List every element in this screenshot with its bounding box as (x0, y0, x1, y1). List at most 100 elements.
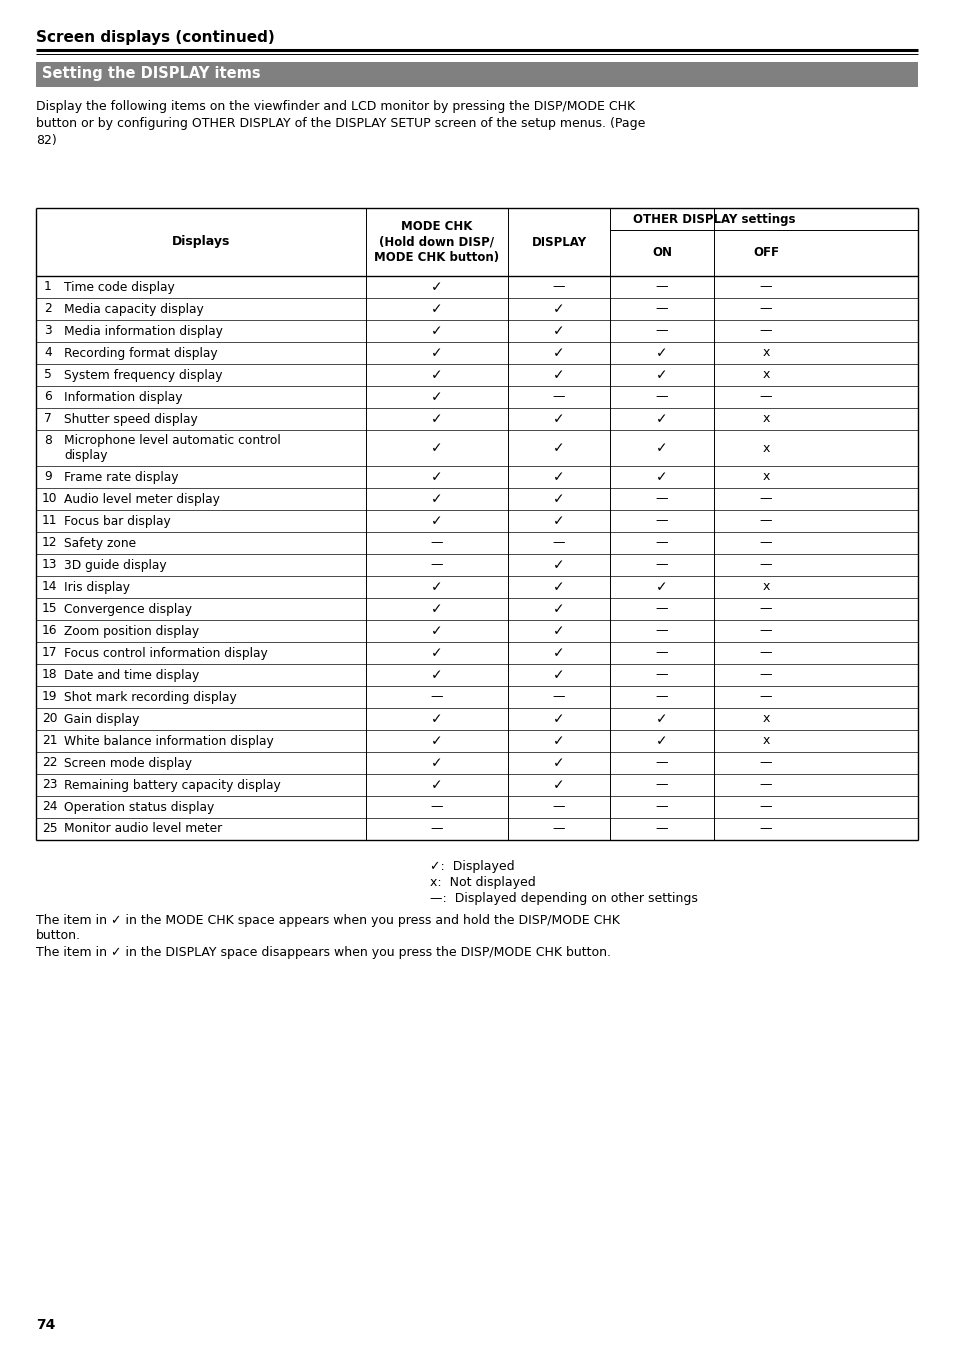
Text: Monitor audio level meter: Monitor audio level meter (64, 822, 222, 835)
Text: —: — (759, 669, 771, 681)
Text: —: — (655, 515, 667, 528)
Text: —: — (655, 646, 667, 659)
Text: 5: 5 (44, 368, 51, 382)
Text: Date and time display: Date and time display (64, 669, 199, 681)
Text: 13: 13 (42, 558, 57, 571)
Text: x: x (761, 581, 769, 593)
Text: ✓: ✓ (431, 390, 442, 403)
Text: Iris display: Iris display (64, 581, 130, 593)
Text: —: — (655, 603, 667, 616)
Text: 2: 2 (44, 302, 51, 315)
Text: 14: 14 (42, 581, 57, 593)
Text: ✓: ✓ (656, 712, 667, 726)
Text: —: — (655, 691, 667, 704)
Text: —: — (759, 603, 771, 616)
Text: —: — (552, 390, 565, 403)
Text: ✓: ✓ (553, 756, 564, 770)
Text: —: — (759, 325, 771, 337)
Text: OFF: OFF (752, 246, 779, 260)
Text: —: — (655, 280, 667, 294)
Text: Remaining battery capacity display: Remaining battery capacity display (64, 779, 280, 792)
Text: ✓: ✓ (656, 441, 667, 455)
Bar (36, 62, 917, 87)
Text: Focus control information display: Focus control information display (64, 646, 268, 659)
Text: ✓: ✓ (431, 302, 442, 315)
Text: 8: 8 (44, 435, 51, 447)
Text: —: — (759, 822, 771, 835)
Text: ✓: ✓ (553, 624, 564, 638)
Text: Audio level meter display: Audio level meter display (64, 493, 219, 505)
Text: ✓: ✓ (553, 779, 564, 792)
Text: —: — (552, 536, 565, 550)
Text: ON: ON (651, 246, 671, 260)
Text: —: — (759, 493, 771, 505)
Text: ✓: ✓ (431, 668, 442, 682)
Text: Recording format display: Recording format display (64, 347, 217, 360)
Text: ✓: ✓ (553, 347, 564, 360)
Text: ✓:  Displayed: ✓: Displayed (430, 860, 514, 873)
Text: x: x (761, 734, 769, 747)
Text: 82): 82) (36, 134, 56, 148)
Text: DISPLAY: DISPLAY (531, 236, 586, 249)
Text: ✓: ✓ (553, 302, 564, 315)
Text: Operation status display: Operation status display (64, 800, 214, 814)
Text: x: x (761, 441, 769, 455)
Text: ✓: ✓ (553, 441, 564, 455)
Text: Convergence display: Convergence display (64, 603, 192, 616)
Text: —: — (759, 536, 771, 550)
Text: ✓: ✓ (431, 324, 442, 338)
Text: ✓: ✓ (431, 515, 442, 528)
Text: 6: 6 (44, 390, 51, 403)
Text: Screen displays (continued): Screen displays (continued) (36, 30, 274, 45)
Text: —:  Displayed depending on other settings: —: Displayed depending on other settings (430, 892, 698, 904)
Text: ✓: ✓ (656, 368, 667, 382)
Text: x: x (761, 368, 769, 382)
Text: button.: button. (36, 929, 81, 942)
Text: ✓: ✓ (431, 779, 442, 792)
Text: Gain display: Gain display (64, 712, 139, 726)
Text: —: — (655, 390, 667, 403)
Text: Focus bar display: Focus bar display (64, 515, 171, 528)
Text: 21: 21 (42, 734, 57, 747)
Text: —: — (759, 800, 771, 814)
Text: —: — (759, 757, 771, 769)
Text: ✓: ✓ (431, 470, 442, 483)
Text: ✓: ✓ (553, 470, 564, 483)
Text: ✓: ✓ (431, 624, 442, 638)
Text: —: — (431, 800, 443, 814)
Text: —: — (431, 558, 443, 571)
Text: ✓: ✓ (553, 558, 564, 571)
Text: 11: 11 (42, 515, 57, 528)
Text: —: — (759, 558, 771, 571)
Text: —: — (759, 302, 771, 315)
Text: 12: 12 (42, 536, 57, 550)
Text: ✓: ✓ (553, 603, 564, 616)
Text: —: — (431, 536, 443, 550)
Text: ✓: ✓ (431, 368, 442, 382)
Text: White balance information display: White balance information display (64, 734, 274, 747)
Text: ✓: ✓ (553, 580, 564, 594)
Text: Zoom position display: Zoom position display (64, 624, 199, 638)
Text: ✓: ✓ (553, 515, 564, 528)
Text: ✓: ✓ (431, 712, 442, 726)
Text: 4: 4 (44, 347, 51, 360)
Text: x: x (761, 347, 769, 360)
Text: —: — (655, 822, 667, 835)
Text: ✓: ✓ (431, 580, 442, 594)
Text: ✓: ✓ (553, 368, 564, 382)
Text: ✓: ✓ (553, 646, 564, 659)
Text: Screen mode display: Screen mode display (64, 757, 192, 769)
Text: Setting the DISPLAY items: Setting the DISPLAY items (42, 66, 260, 81)
Text: ✓: ✓ (431, 603, 442, 616)
Text: 24: 24 (42, 800, 57, 814)
Text: The item in ✓ in the DISPLAY space disappears when you press the DISP/MODE CHK b: The item in ✓ in the DISPLAY space disap… (36, 946, 610, 959)
Text: ✓: ✓ (656, 580, 667, 594)
Text: —: — (552, 280, 565, 294)
Text: ✓: ✓ (656, 734, 667, 747)
Text: x: x (761, 413, 769, 425)
Text: ✓: ✓ (553, 668, 564, 682)
Text: —: — (655, 302, 667, 315)
Text: ✓: ✓ (656, 470, 667, 483)
Text: —: — (759, 515, 771, 528)
Text: —: — (759, 624, 771, 638)
